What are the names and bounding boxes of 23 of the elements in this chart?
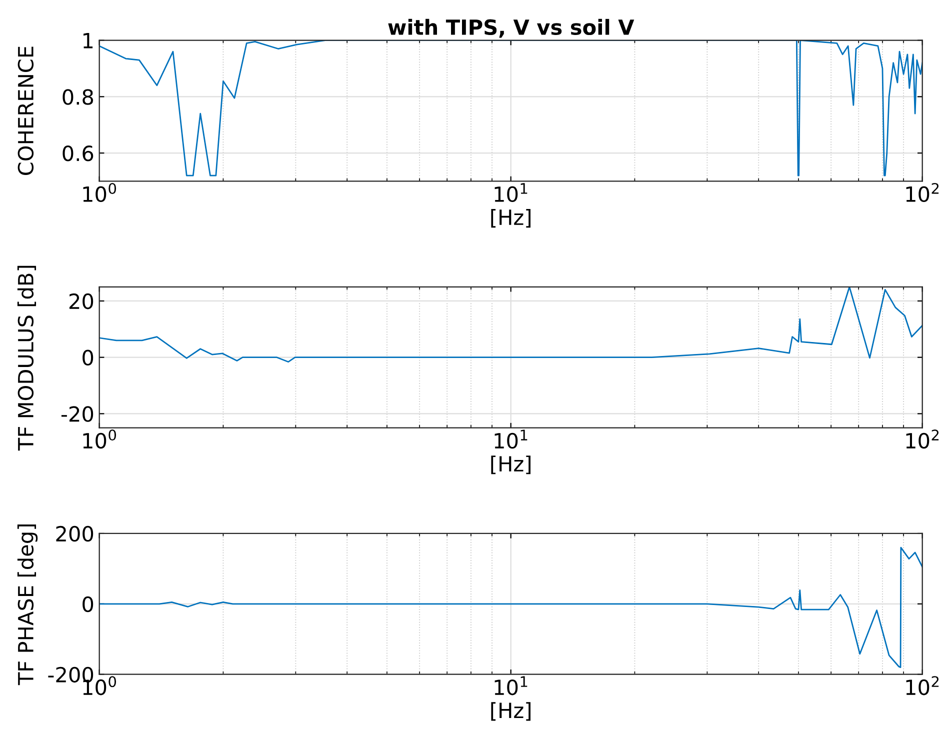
x-axis-title: [Hz] xyxy=(491,209,530,228)
x-tick-label: 10$^{0}$ xyxy=(83,430,116,449)
y-tick-label: 0 xyxy=(82,596,94,612)
x-axis-title: [Hz] xyxy=(491,702,530,721)
x-tick-label: 10$^{2}$ xyxy=(906,676,939,696)
y-tick-label: 20 xyxy=(69,293,94,310)
y-tick-label: 0.6 xyxy=(62,145,94,162)
y-tick-label: 1 xyxy=(84,33,93,48)
x-tick-label: 10$^{0}$ xyxy=(83,182,116,202)
y-tick-label: 200 xyxy=(56,526,94,542)
y-tick-label: -20 xyxy=(61,406,94,422)
y-axis-title: TF MODULUS [dB] xyxy=(17,266,36,451)
x-tick-label: 10$^{2}$ xyxy=(906,182,939,202)
x-tick-label: 10$^{1}$ xyxy=(494,676,528,696)
y-tick-label: 0.8 xyxy=(62,89,94,105)
y-axis-title: COHERENCE xyxy=(18,46,34,175)
y-tick-label: 0 xyxy=(82,350,94,366)
x-tick-label: 10$^{1}$ xyxy=(494,183,528,202)
x-tick-label: 10$^{1}$ xyxy=(494,430,528,449)
y-axis-title: TF PHASE [deg] xyxy=(17,524,38,686)
x-axis-title: [Hz] xyxy=(491,456,530,474)
chart-title: with TIPS, V vs soil V xyxy=(388,18,634,38)
x-tick-label: 10$^{2}$ xyxy=(906,430,939,449)
